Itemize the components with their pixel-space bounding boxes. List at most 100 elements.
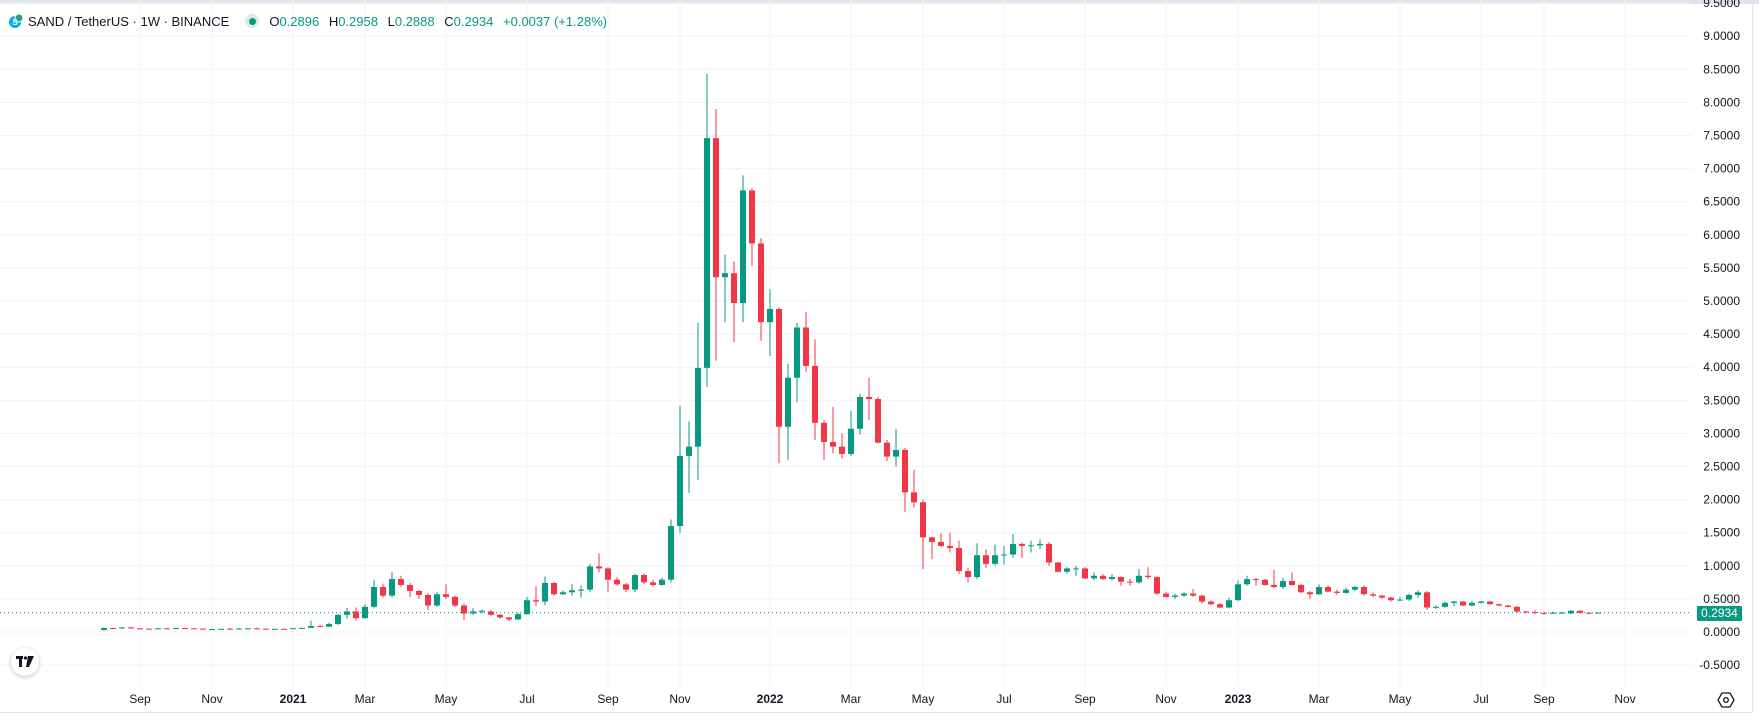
grid-lines bbox=[0, 0, 1692, 687]
candle-up bbox=[695, 322, 701, 480]
candle-up bbox=[587, 563, 593, 593]
candle-down bbox=[1487, 600, 1493, 605]
candle-body bbox=[398, 579, 404, 585]
candle-body bbox=[506, 617, 512, 620]
candle-body bbox=[1289, 581, 1295, 585]
candle-up bbox=[155, 628, 161, 630]
candle-body bbox=[1280, 581, 1286, 587]
sand-coin-icon: S bbox=[9, 13, 24, 28]
candle-up bbox=[677, 405, 683, 533]
x-tick-label: 2023 bbox=[1225, 692, 1252, 706]
candle-body bbox=[1019, 543, 1025, 546]
candles bbox=[101, 73, 1601, 631]
candle-body bbox=[1136, 575, 1142, 583]
candle-body bbox=[263, 628, 269, 630]
candle-up bbox=[299, 627, 305, 629]
candle-down bbox=[263, 628, 269, 630]
candle-down bbox=[1532, 610, 1538, 615]
candle-body bbox=[407, 584, 413, 591]
candle-body bbox=[1082, 568, 1088, 579]
candle-down bbox=[1262, 579, 1268, 586]
x-tick-label: Sep bbox=[597, 692, 619, 706]
candle-up bbox=[794, 322, 800, 403]
candle-down bbox=[398, 575, 404, 587]
candle-down bbox=[965, 567, 971, 583]
candle-body bbox=[236, 628, 242, 630]
candle-body bbox=[452, 596, 458, 606]
time-axis[interactable]: Sep Nov 2021 Mar May Jul Sep Nov 2022 Mar May Jul Se… bbox=[129, 692, 1635, 706]
ohlc-values: O0.2896 H0.2958 L0.2888 C0.2934 +0.0037 … bbox=[269, 14, 607, 29]
candle-body bbox=[299, 627, 305, 629]
candle-down bbox=[803, 312, 809, 372]
low-label: L bbox=[387, 13, 395, 29]
candle-body bbox=[677, 455, 683, 527]
candle-down bbox=[911, 469, 917, 508]
change-value: +0.0037 (+1.28%) bbox=[503, 13, 608, 29]
candle-body bbox=[281, 628, 287, 630]
candle-up bbox=[245, 628, 251, 630]
candle-down bbox=[1388, 596, 1394, 602]
x-tick-label: Sep bbox=[1074, 692, 1096, 706]
y-tick-label: 2.5000 bbox=[1703, 460, 1740, 474]
candle-down bbox=[497, 614, 503, 619]
candle-body bbox=[623, 584, 629, 590]
candle-body bbox=[434, 594, 440, 606]
x-tick-label: Nov bbox=[1155, 692, 1176, 706]
candle-down bbox=[1145, 567, 1151, 580]
candle-body bbox=[641, 575, 647, 583]
candle-body bbox=[182, 628, 188, 630]
candle-down bbox=[1100, 574, 1106, 580]
candle-body bbox=[1505, 605, 1511, 607]
candle-up bbox=[218, 628, 224, 630]
symbol-title[interactable]: SAND / TetherUS · 1W · BINANCE bbox=[28, 13, 230, 29]
candle-body bbox=[578, 589, 584, 591]
candle-body bbox=[326, 624, 332, 627]
candle-up bbox=[1037, 539, 1043, 550]
candle-up bbox=[1433, 605, 1439, 609]
candle-body bbox=[812, 365, 818, 423]
candle-body bbox=[587, 566, 593, 590]
y-tick-label: 1.0000 bbox=[1703, 559, 1740, 573]
candle-up bbox=[1343, 587, 1349, 594]
candle-body bbox=[1217, 604, 1223, 608]
candle-body bbox=[1010, 543, 1016, 555]
candle-body bbox=[308, 626, 314, 628]
candle-up bbox=[722, 254, 728, 323]
symbol-legend[interactable]: S SAND / TetherUS · 1W · BINANCE O0.2896… bbox=[8, 11, 607, 31]
candle-body bbox=[200, 628, 206, 630]
candle-body bbox=[569, 590, 575, 593]
candle-body bbox=[830, 442, 836, 447]
candle-body bbox=[1541, 612, 1547, 614]
candle-up bbox=[1397, 596, 1403, 601]
candle-body bbox=[1271, 584, 1277, 587]
low-value: 0.2888 bbox=[394, 13, 435, 29]
market-status-dot bbox=[245, 14, 260, 28]
candle-body bbox=[1370, 594, 1376, 596]
candle-body bbox=[1334, 591, 1340, 593]
candle-body bbox=[650, 582, 656, 585]
candle-body bbox=[884, 442, 890, 457]
candle-up bbox=[1244, 575, 1250, 586]
candle-body bbox=[866, 396, 872, 399]
y-tick-label: 7.5000 bbox=[1703, 129, 1740, 143]
candle-up bbox=[101, 627, 107, 631]
candle-body bbox=[542, 583, 548, 602]
candle-down bbox=[713, 109, 719, 361]
chart-settings-icon[interactable] bbox=[1717, 691, 1735, 709]
candle-body bbox=[1154, 577, 1160, 594]
candle-body bbox=[1262, 579, 1268, 585]
candle-down bbox=[812, 339, 818, 441]
price-axis[interactable]: -0.5000 0.0000 0.5000 1.0000 1.5000 2.0000 2.5… bbox=[1699, 0, 1740, 672]
y-tick-label: -0.5000 bbox=[1699, 658, 1740, 672]
candle-body bbox=[920, 502, 926, 538]
candle-up bbox=[1091, 572, 1097, 581]
tradingview-logo-icon[interactable] bbox=[11, 648, 39, 676]
candle-down bbox=[227, 628, 233, 630]
candle-body bbox=[1109, 577, 1115, 580]
candle-down bbox=[182, 627, 188, 630]
candle-body bbox=[335, 614, 341, 625]
candle-body bbox=[749, 190, 755, 244]
candle-down bbox=[488, 610, 494, 617]
candle-down bbox=[884, 440, 890, 462]
